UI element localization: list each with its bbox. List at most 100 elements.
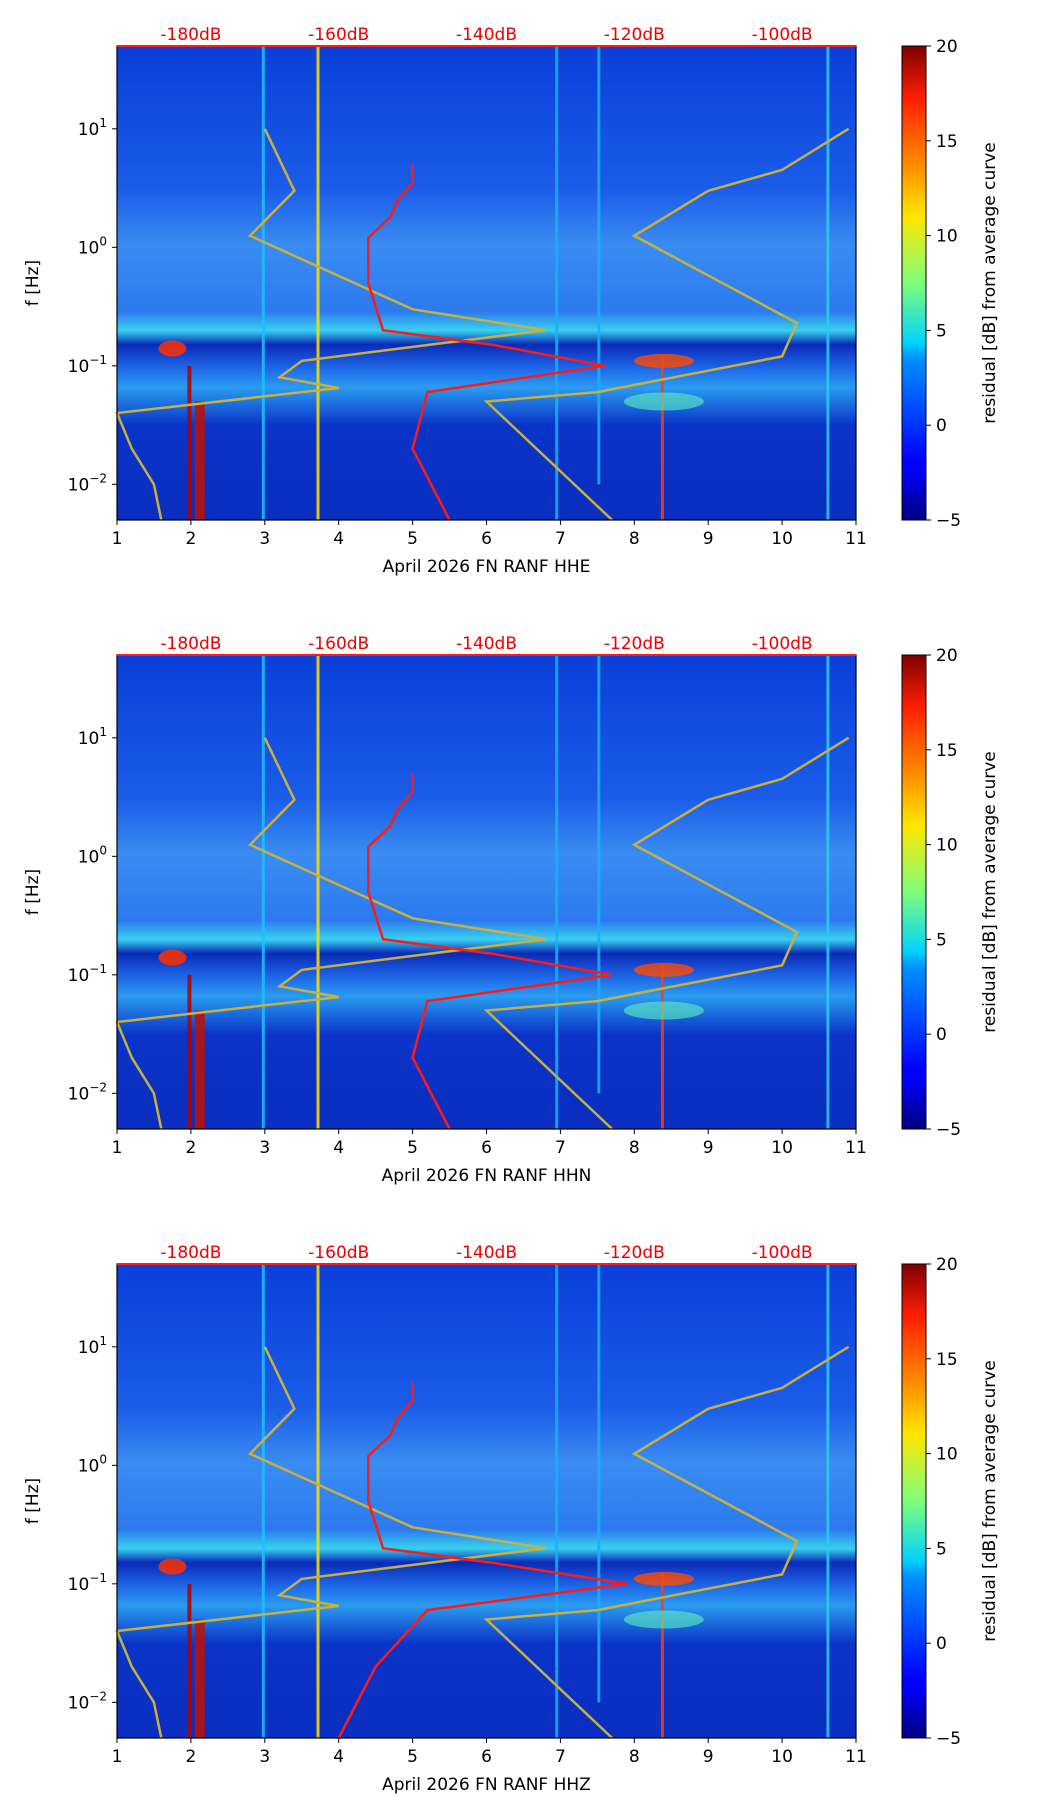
colorbar-tick-label: −5 <box>936 1729 961 1749</box>
top-db-label: -120dB <box>604 25 665 45</box>
x-tick-label: 3 <box>259 1747 270 1767</box>
noise-model-high-curve <box>483 736 850 1130</box>
x-tick-label: 8 <box>629 529 640 549</box>
heatmap-hotspot <box>633 962 694 977</box>
top-db-label: -120dB <box>604 1243 665 1263</box>
y-tick-label: 100 <box>78 234 107 258</box>
colorbar-tick-label: 5 <box>936 930 947 950</box>
heatmap-streak <box>261 1264 265 1738</box>
y-tick-label: 10−2 <box>68 1689 107 1713</box>
x-tick-label: 1 <box>112 1747 123 1767</box>
heatmap-streak <box>194 1010 205 1129</box>
y-axis-label: f [Hz] <box>23 869 43 915</box>
top-db-label: -180dB <box>160 1243 221 1263</box>
colorbar-label: residual [dB] from average curve <box>980 142 1000 423</box>
top-db-label: -100dB <box>752 1243 813 1263</box>
y-tick-label: 10−1 <box>68 353 107 377</box>
x-tick-label: 10 <box>771 529 793 549</box>
x-axis-label: April 2026 FN RANF HHE <box>383 557 591 577</box>
top-db-label: -140dB <box>456 634 517 654</box>
spectrogram-panel-3: -180dB -160dB -140dB -120dB -100dB 1 2 3 4 5 6 7 8 9 1… <box>23 1243 1000 1795</box>
colorbar <box>901 45 927 521</box>
heatmap-streak <box>660 965 664 1129</box>
heatmap-background <box>117 46 856 520</box>
y-axis-label: f [Hz] <box>23 1478 43 1524</box>
colorbar-tick-label: 0 <box>936 416 947 436</box>
average-psd-curve <box>367 773 613 1130</box>
colorbar-tick-label: 20 <box>936 37 958 57</box>
x-tick-label: 9 <box>703 1747 714 1767</box>
colorbar-label: residual [dB] from average curve <box>980 751 1000 1032</box>
x-tick-label: 9 <box>703 1138 714 1158</box>
y-tick-label: 101 <box>78 116 107 140</box>
top-db-label: -120dB <box>604 634 665 654</box>
colorbar-tick-label: 0 <box>936 1025 947 1045</box>
x-tick-label: 8 <box>629 1138 640 1158</box>
heatmap-streak <box>187 365 192 520</box>
heatmap-streak <box>316 1264 320 1738</box>
heatmap-background <box>117 655 856 1129</box>
heatmap-streak <box>261 46 265 520</box>
heatmap-streak <box>316 46 320 520</box>
heatmap-streak <box>660 356 664 520</box>
x-tick-label: 4 <box>333 529 344 549</box>
heatmap-streak <box>555 46 559 520</box>
x-tick-label: 6 <box>481 529 492 549</box>
colorbar-tick-label: 10 <box>936 1445 958 1465</box>
colorbar-tick-label: 10 <box>936 836 958 856</box>
colorbar <box>901 654 927 1130</box>
x-tick-label: 1 <box>112 529 123 549</box>
heatmap-streak <box>660 1574 664 1738</box>
heatmap-hotspot <box>623 1610 704 1629</box>
x-tick-label: 1 <box>112 1138 123 1158</box>
x-tick-label: 9 <box>703 529 714 549</box>
y-tick-label: 10−2 <box>68 1080 107 1104</box>
heatmap-streak <box>187 1583 192 1738</box>
top-db-label: -180dB <box>160 25 221 45</box>
x-tick-label: 8 <box>629 1747 640 1767</box>
spectrogram-panel-2: -180dB -160dB -140dB -120dB -100dB 1 2 3 4 5 6 7 8 9 1… <box>23 634 1000 1186</box>
x-tick-label: 3 <box>259 529 270 549</box>
top-db-label: -160dB <box>308 1243 369 1263</box>
x-tick-label: 6 <box>481 1747 492 1767</box>
colorbar-tick-label: 15 <box>936 1350 958 1370</box>
heatmap-streak <box>261 655 265 1129</box>
heatmap-hotspot <box>158 1558 187 1575</box>
colorbar-tick-label: −5 <box>936 511 961 531</box>
x-tick-label: 11 <box>845 529 867 549</box>
heatmap-hotspot <box>158 949 187 966</box>
heatmap-streak <box>597 46 601 485</box>
colorbar-tick-label: 15 <box>936 132 958 152</box>
x-tick-label: 5 <box>407 1138 418 1158</box>
heatmap-hotspot <box>623 392 704 411</box>
x-tick-label: 10 <box>771 1138 793 1158</box>
y-tick-label: 100 <box>78 1452 107 1476</box>
heatmap-streak <box>826 1264 830 1738</box>
y-tick-label: 101 <box>78 1334 107 1358</box>
x-tick-label: 4 <box>333 1747 344 1767</box>
y-tick-label: 10−1 <box>68 1571 107 1595</box>
heatmap-streak <box>194 1619 205 1738</box>
x-tick-label: 11 <box>845 1747 867 1767</box>
heatmap-streak <box>597 1264 601 1703</box>
x-axis-label: April 2026 FN RANF HHN <box>382 1166 592 1186</box>
x-tick-label: 7 <box>555 1138 566 1158</box>
x-tick-label: 5 <box>407 529 418 549</box>
y-axis-label: f [Hz] <box>23 260 43 306</box>
top-db-label: -100dB <box>752 634 813 654</box>
noise-model-low-curve <box>115 128 546 521</box>
spectrogram-panel-1: -180dB -160dB -140dB -120dB -100dB 1 2 3 4 5 6 7 8 9 1… <box>23 25 1000 577</box>
top-db-label: -140dB <box>456 25 517 45</box>
heatmap-streak <box>826 46 830 520</box>
noise-model-high-curve <box>483 127 850 521</box>
colorbar-label: residual [dB] from average curve <box>980 1360 1000 1641</box>
heatmap-hotspot <box>158 340 187 357</box>
colorbar-tick-label: 20 <box>936 646 958 666</box>
heatmap-streak <box>187 974 192 1129</box>
heatmap-background <box>117 1264 856 1738</box>
heatmap-hotspot <box>633 353 694 368</box>
x-tick-label: 7 <box>555 529 566 549</box>
colorbar-tick-label: 0 <box>936 1634 947 1654</box>
y-tick-label: 101 <box>78 725 107 749</box>
